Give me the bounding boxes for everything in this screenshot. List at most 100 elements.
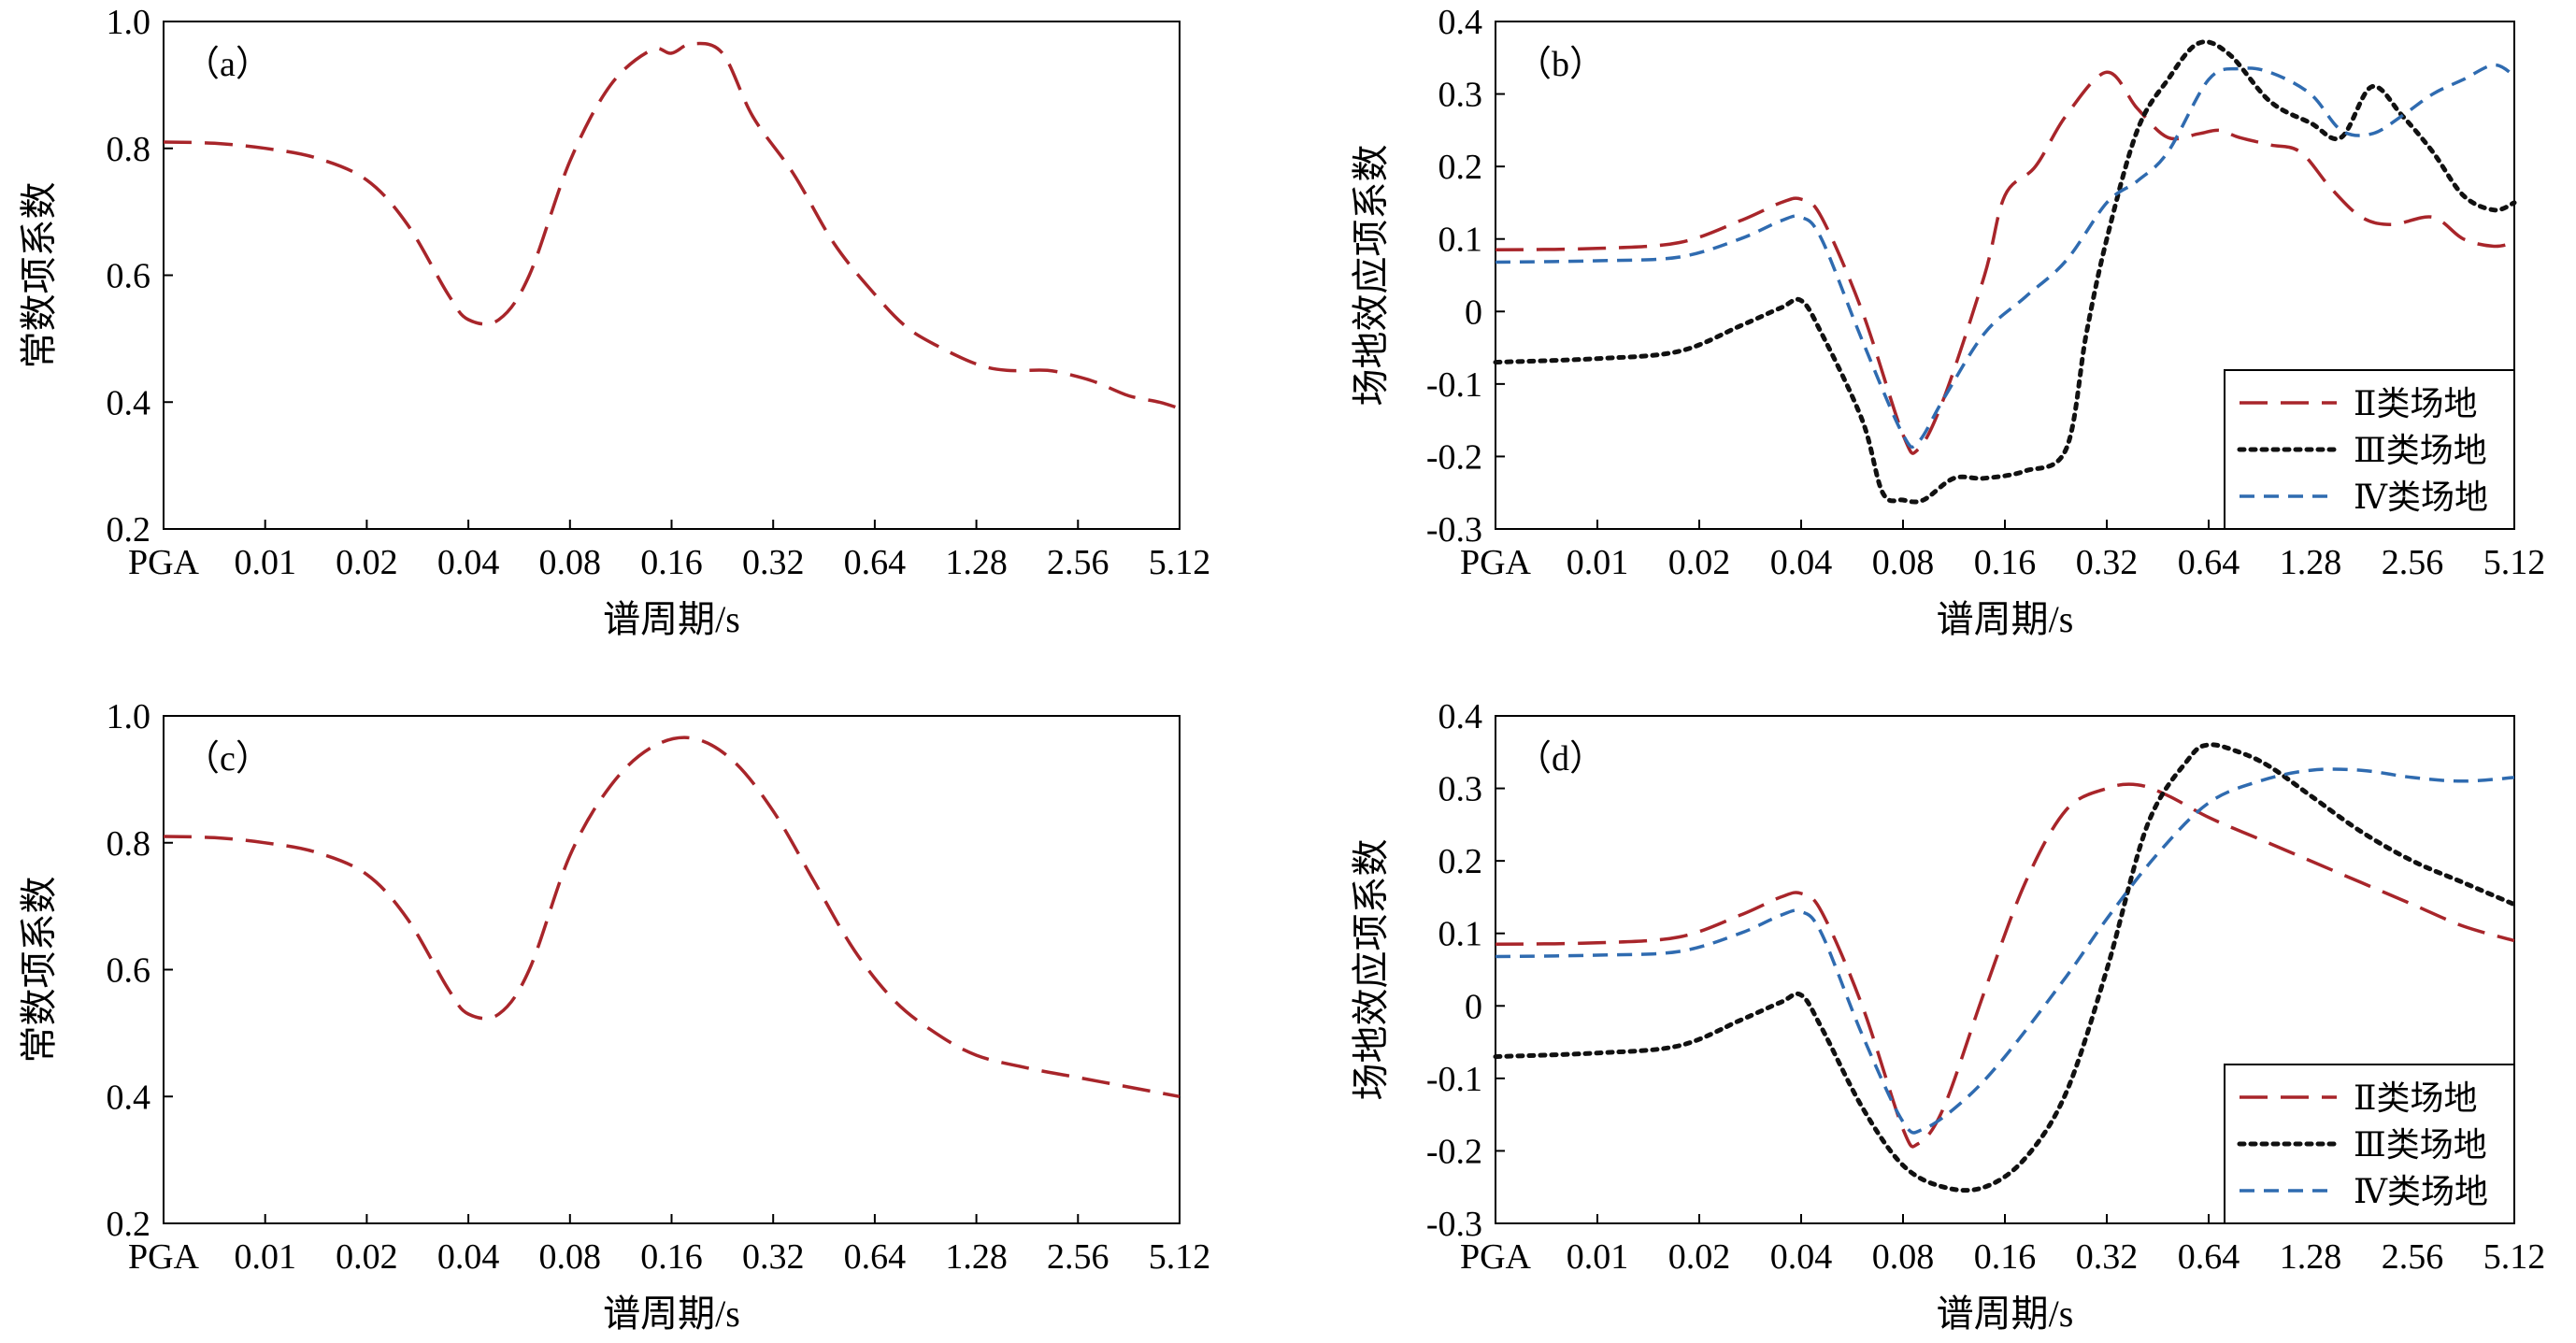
- y-tick-label: 0.4: [1438, 697, 1483, 736]
- x-axis-title: 谱周期/s: [603, 598, 740, 640]
- legend: Ⅱ类场地 Ⅲ类场地 Ⅳ类场地: [2224, 369, 2515, 530]
- x-tick-label: 0.04: [1770, 1237, 1833, 1277]
- y-tick-label: 0.2: [107, 510, 151, 550]
- y-tick-label: 0.1: [1438, 221, 1483, 260]
- y-tick-label: 0: [1465, 293, 1482, 332]
- x-tick-label: 0.16: [1974, 1237, 2037, 1277]
- x-tick-label: 1.28: [945, 1237, 1008, 1277]
- y-axis-title: 场地效应项系数: [1350, 145, 1392, 407]
- y-tick-label: 0.8: [107, 824, 151, 864]
- panel-tag: （d）: [1516, 739, 1605, 779]
- x-tick-label: 0.01: [1567, 1237, 1629, 1277]
- y-tick-label: 0.3: [1438, 76, 1483, 115]
- x-tick-label: PGA: [128, 543, 200, 582]
- chart-panel-c: 0.2 0.4 0.6 0.8 1.0 PGA 0.01 0.02 0.04 0.08 0.16 0.…: [18, 697, 1210, 1335]
- x-tick-label: 5.12: [2483, 1237, 2546, 1277]
- x-tick-label: 2.56: [1047, 1237, 1109, 1277]
- y-tick-label: -0.1: [1426, 1060, 1482, 1099]
- x-tick-label: 1.28: [2280, 1237, 2342, 1277]
- x-tick-label: 2.56: [2382, 543, 2444, 582]
- legend-label: Ⅱ类场地: [2354, 385, 2477, 422]
- x-tick-label: 0.32: [2076, 543, 2139, 582]
- panel-tag: （b）: [1516, 45, 1605, 84]
- x-tick-label: 0.32: [2076, 1237, 2139, 1277]
- x-tick-label: 0.32: [742, 1237, 805, 1277]
- y-tick-label: 0.2: [1438, 842, 1483, 881]
- y-axis-title: 场地效应项系数: [1350, 839, 1392, 1101]
- x-axis-title: 谱周期/s: [1937, 1293, 2074, 1335]
- legend: Ⅱ类场地 Ⅲ类场地 Ⅳ类场地: [2224, 1064, 2515, 1224]
- y-tick-label: -0.2: [1426, 1132, 1482, 1171]
- plot-frame: [163, 21, 1181, 530]
- chart-panel-d: -0.3 -0.2 -0.1 0 0.1 0.2 0.3 0.4 PGA 0.01 0.02 0.04…: [1350, 697, 2545, 1335]
- plot-frame: [163, 715, 1181, 1224]
- legend-label: Ⅳ类场地: [2354, 479, 2488, 516]
- x-tick-label: 2.56: [1047, 543, 1109, 582]
- x-tick-label: 0.04: [1770, 543, 1833, 582]
- chart-panel-a: 0.2 0.4 0.6 0.8 1.0 PGA 0.01 0.02 0.04 0.08 0.16 0.…: [18, 3, 1210, 640]
- x-tick-label: 0.02: [1668, 1237, 1731, 1277]
- x-tick-label: 0.01: [234, 543, 296, 582]
- x-tick-label: 1.28: [945, 543, 1008, 582]
- series-line-1: [163, 41, 1181, 410]
- series-line-1: [163, 736, 1181, 1099]
- x-tick-label: 0.08: [1872, 543, 1935, 582]
- y-axis-title: 常数项系数: [18, 877, 60, 1064]
- y-tick-label: 1.0: [107, 697, 151, 736]
- y-tick-label: 0.2: [1438, 148, 1483, 187]
- legend-label: Ⅱ类场地: [2354, 1079, 2477, 1117]
- series-line-1: [1495, 70, 2515, 455]
- x-tick-label: 0.04: [437, 1237, 500, 1277]
- y-tick-label: -0.3: [1426, 510, 1482, 550]
- x-tick-label: 5.12: [1149, 543, 1211, 582]
- x-tick-label: 0.01: [1567, 543, 1629, 582]
- panel-tag: （c）: [184, 739, 271, 779]
- x-tick-label: 5.12: [2483, 543, 2546, 582]
- legend-label: Ⅳ类场地: [2354, 1173, 2488, 1210]
- panels-group: 0.2 0.4 0.6 0.8 1.0 PGA 0.01 0.02 0.04 0.08 0.16 0.…: [18, 3, 2545, 1335]
- x-tick-label: 0.02: [1668, 543, 1731, 582]
- y-tick-label: -0.1: [1426, 365, 1482, 405]
- x-tick-label: 1.28: [2280, 543, 2342, 582]
- x-tick-label: 0.64: [844, 1237, 907, 1277]
- y-tick-label: 0.6: [107, 257, 151, 296]
- x-tick-label: 0.64: [2178, 1237, 2240, 1277]
- series-line-2: [1493, 742, 2517, 1193]
- x-tick-label: PGA: [1460, 1237, 1532, 1277]
- x-tick-label: 0.64: [2178, 543, 2240, 582]
- x-tick-label: 0.16: [640, 543, 703, 582]
- y-tick-label: 0.4: [1438, 3, 1483, 42]
- x-tick-label: 0.01: [234, 1237, 296, 1277]
- y-tick-label: 0.6: [107, 951, 151, 991]
- x-tick-label: 0.02: [336, 1237, 398, 1277]
- y-tick-label: -0.3: [1426, 1205, 1482, 1244]
- y-tick-label: 0.4: [107, 383, 151, 422]
- x-tick-label: 0.04: [437, 543, 500, 582]
- x-tick-label: 0.16: [640, 1237, 703, 1277]
- x-tick-label: PGA: [128, 1237, 200, 1277]
- x-tick-label: PGA: [1460, 543, 1532, 582]
- x-tick-label: 0.08: [539, 543, 602, 582]
- chart-panel-b: -0.3 -0.2 -0.1 0 0.1 0.2 0.3 0.4 PGA 0.01 0.02 0.04…: [1350, 3, 2545, 640]
- legend-label: Ⅲ类场地: [2354, 432, 2487, 469]
- x-tick-label: 0.08: [1872, 1237, 1935, 1277]
- y-tick-label: 0: [1465, 987, 1482, 1026]
- panel-tag: （a）: [184, 45, 271, 84]
- x-axis-title: 谱周期/s: [1937, 598, 2074, 640]
- x-tick-label: 0.64: [844, 543, 907, 582]
- x-tick-label: 0.02: [336, 543, 398, 582]
- legend-label: Ⅲ类场地: [2354, 1126, 2487, 1164]
- x-tick-label: 5.12: [1149, 1237, 1211, 1277]
- y-tick-label: -0.2: [1426, 437, 1482, 477]
- y-tick-label: 0.3: [1438, 770, 1483, 809]
- x-tick-label: 0.16: [1974, 543, 2037, 582]
- y-tick-label: 0.4: [107, 1078, 151, 1117]
- y-tick-label: 1.0: [107, 3, 151, 42]
- y-tick-label: 0.1: [1438, 915, 1483, 954]
- series-line-2: [1493, 39, 2517, 505]
- x-tick-label: 2.56: [2382, 1237, 2444, 1277]
- series-line-3: [1495, 63, 2515, 450]
- y-tick-label: 0.2: [107, 1205, 151, 1244]
- y-axis-title: 常数项系数: [18, 182, 60, 369]
- x-tick-label: 0.08: [539, 1237, 602, 1277]
